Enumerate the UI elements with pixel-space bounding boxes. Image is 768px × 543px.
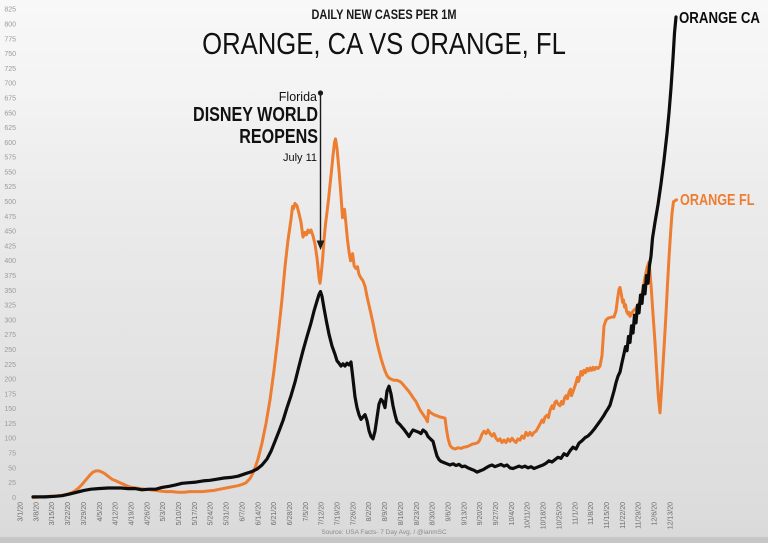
svg-text:11/22/20: 11/22/20 [620,502,627,529]
svg-text:11/8/20: 11/8/20 [588,502,595,525]
svg-text:600: 600 [4,140,16,147]
svg-text:200: 200 [4,377,16,384]
svg-text:300: 300 [4,317,16,324]
svg-text:5/10/20: 5/10/20 [176,502,183,525]
svg-text:675: 675 [4,96,16,103]
svg-text:8/23/20: 8/23/20 [414,502,421,525]
svg-text:425: 425 [4,243,16,250]
svg-text:6/7/20: 6/7/20 [239,502,246,522]
svg-text:750: 750 [4,51,16,58]
svg-text:8/30/20: 8/30/20 [430,502,437,525]
svg-text:550: 550 [4,169,16,176]
svg-text:0: 0 [12,495,16,502]
svg-text:25: 25 [8,480,16,487]
svg-text:3/1/20: 3/1/20 [18,502,25,522]
svg-text:350: 350 [4,288,16,295]
svg-text:Source: USA Facts- 7 Day Avg.: Source: USA Facts- 7 Day Avg. / @ianmSC [321,529,447,536]
svg-text:4/26/20: 4/26/20 [144,502,151,525]
svg-text:5/24/20: 5/24/20 [208,502,215,525]
svg-text:3/29/20: 3/29/20 [81,502,88,525]
svg-text:8/2/20: 8/2/20 [366,502,373,522]
svg-text:10/4/20: 10/4/20 [509,502,516,525]
svg-text:275: 275 [4,332,16,339]
svg-text:125: 125 [4,421,16,428]
svg-text:100: 100 [4,436,16,443]
svg-text:825: 825 [4,7,16,14]
svg-text:9/13/20: 9/13/20 [461,502,468,525]
svg-text:12/13/20: 12/13/20 [667,502,674,529]
svg-text:5/17/20: 5/17/20 [192,502,199,525]
svg-text:50: 50 [8,465,16,472]
svg-text:800: 800 [4,22,16,29]
svg-text:525: 525 [4,184,16,191]
svg-text:10/11/20: 10/11/20 [525,502,532,529]
svg-text:450: 450 [4,229,16,236]
svg-text:6/21/20: 6/21/20 [271,502,278,525]
svg-text:7/12/20: 7/12/20 [319,502,326,525]
svg-text:375: 375 [4,273,16,280]
svg-text:3/15/20: 3/15/20 [49,502,56,525]
svg-text:8/9/20: 8/9/20 [382,502,389,522]
svg-text:4/5/20: 4/5/20 [97,502,104,522]
svg-text:12/6/20: 12/6/20 [652,502,659,525]
svg-text:700: 700 [4,81,16,88]
svg-text:775: 775 [4,36,16,43]
svg-text:150: 150 [4,406,16,413]
svg-text:9/27/20: 9/27/20 [493,502,500,525]
svg-text:7/19/20: 7/19/20 [335,502,342,525]
svg-text:250: 250 [4,347,16,354]
svg-text:11/1/20: 11/1/20 [572,502,579,525]
svg-text:8/16/20: 8/16/20 [398,502,405,525]
svg-text:725: 725 [4,66,16,73]
svg-text:11/29/20: 11/29/20 [636,502,643,529]
svg-text:650: 650 [4,110,16,117]
svg-text:9/6/20: 9/6/20 [445,502,452,522]
svg-text:625: 625 [4,125,16,132]
svg-text:4/12/20: 4/12/20 [113,502,120,525]
svg-text:75: 75 [8,451,16,458]
svg-text:175: 175 [4,391,16,398]
svg-text:5/3/20: 5/3/20 [160,502,167,522]
svg-text:6/14/20: 6/14/20 [255,502,262,525]
svg-text:500: 500 [4,199,16,206]
svg-text:400: 400 [4,258,16,265]
svg-text:225: 225 [4,362,16,369]
svg-text:7/26/20: 7/26/20 [350,502,357,525]
svg-text:7/5/20: 7/5/20 [303,502,310,522]
svg-text:4/19/20: 4/19/20 [128,502,135,525]
svg-text:6/28/20: 6/28/20 [287,502,294,525]
svg-text:11/15/20: 11/15/20 [604,502,611,529]
svg-text:3/8/20: 3/8/20 [33,502,40,522]
svg-text:575: 575 [4,155,16,162]
svg-text:475: 475 [4,214,16,221]
svg-text:5/31/20: 5/31/20 [224,502,231,525]
svg-text:9/20/20: 9/20/20 [477,502,484,525]
svg-text:325: 325 [4,303,16,310]
svg-text:10/25/20: 10/25/20 [556,502,563,529]
svg-text:10/18/20: 10/18/20 [541,502,548,529]
svg-text:3/22/20: 3/22/20 [65,502,72,525]
